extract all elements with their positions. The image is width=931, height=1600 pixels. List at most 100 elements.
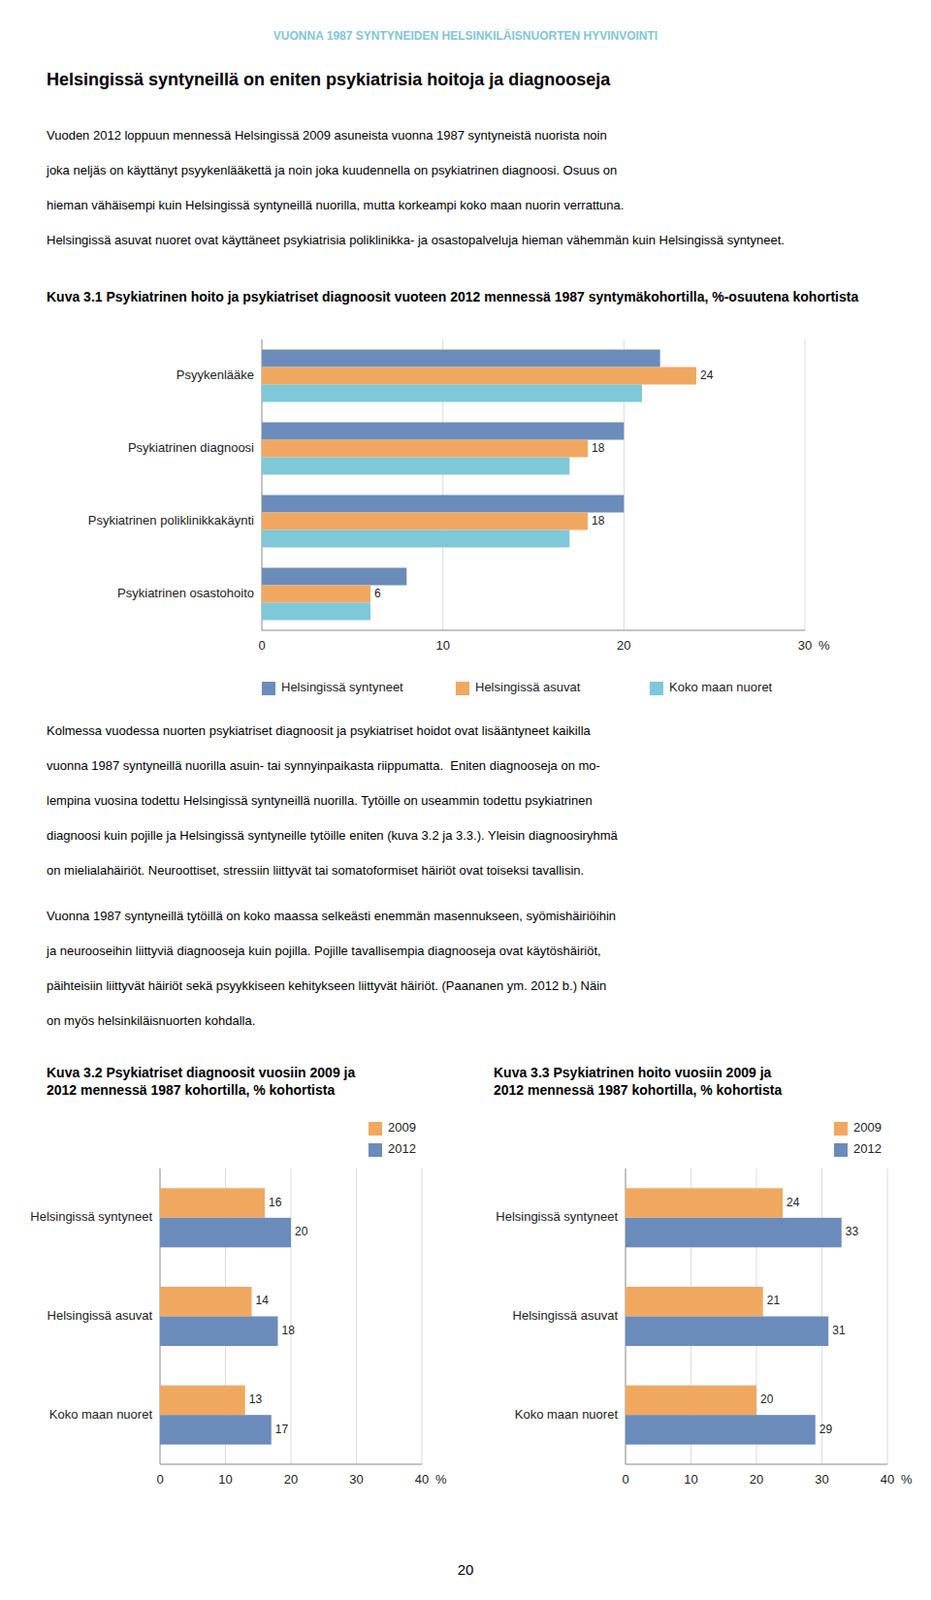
chart: 0 10 20 30 40% Helsingissä syntyneet 24 33 Helsi… bbox=[465, 1115, 931, 1513]
category-label: Psykiatrinen osastohoito bbox=[117, 585, 255, 601]
tick-label: 0 bbox=[621, 1472, 629, 1487]
category-label: Helsingissä syntyneet bbox=[30, 1209, 153, 1224]
bar bbox=[261, 568, 407, 586]
data-label: 24 bbox=[700, 368, 714, 383]
legend-swatch bbox=[834, 1122, 848, 1136]
chart-title: Kuva 3.3 Psykiatrinen hoito vuosiin 2009… bbox=[493, 1063, 921, 1099]
bar bbox=[261, 495, 624, 514]
paragraph-line: joka neljäs on käyttänyt psyykenlääkettä… bbox=[46, 162, 617, 178]
bar bbox=[261, 440, 588, 458]
legend-label: 2012 bbox=[387, 1141, 417, 1156]
data-label: 6 bbox=[374, 586, 382, 601]
tick-label: 0 bbox=[257, 638, 265, 653]
grid-line bbox=[290, 1168, 292, 1465]
bar bbox=[261, 530, 570, 548]
chart: 0102030%Psyykenlääke24Psykiatrinen diagn… bbox=[0, 329, 931, 708]
chart: 0 10 20 30 40% Helsingissä syntyneet 16 20 Helsi… bbox=[0, 1115, 466, 1513]
paragraph-line: Vuonna 1987 syntyneillä tytöillä on koko… bbox=[46, 908, 616, 924]
page-number: 20 bbox=[0, 1561, 931, 1578]
bars bbox=[625, 1187, 842, 1445]
tick-label: 30 bbox=[349, 1472, 363, 1487]
paragraph-line: lempina vuosina todettu Helsingissä synt… bbox=[46, 793, 593, 808]
bar bbox=[261, 513, 588, 531]
legend-swatch bbox=[261, 681, 276, 696]
tick-label: 10 bbox=[435, 638, 450, 653]
bars bbox=[261, 350, 697, 621]
data-label: 20 bbox=[294, 1224, 309, 1239]
legend-label: Helsingissä asuvat bbox=[475, 679, 581, 695]
legend-label: 2009 bbox=[387, 1120, 417, 1135]
bar bbox=[160, 1385, 246, 1416]
paragraph-line: hieman vähäisempi kuin Helsingissä synty… bbox=[46, 197, 624, 213]
grid-line bbox=[887, 1168, 889, 1465]
data-label: 21 bbox=[767, 1293, 781, 1308]
tick-label: 30 bbox=[814, 1472, 829, 1487]
category-label: Psykiatrinen poliklinikkakäynti bbox=[88, 513, 255, 528]
tick-label: 40 bbox=[880, 1472, 895, 1487]
bar bbox=[160, 1316, 279, 1348]
paragraph-line: päihteisiin liittyvät häiriöt sekä psyyk… bbox=[46, 978, 607, 994]
legend-label: Koko maan nuoret bbox=[669, 679, 773, 695]
data-label: 18 bbox=[591, 513, 606, 528]
data-label: 33 bbox=[845, 1224, 860, 1239]
grid-line bbox=[804, 339, 806, 631]
page-title: VUONNA 1987 SYNTYNEIDEN HELSINKILÄISNUOR… bbox=[0, 29, 931, 43]
axis-label: % bbox=[900, 1472, 913, 1487]
legend-swatch bbox=[368, 1122, 383, 1136]
data-label: 31 bbox=[832, 1323, 846, 1338]
paragraph-line: Kolmessa vuodessa nuorten psykiatriset d… bbox=[46, 723, 591, 739]
bar bbox=[261, 422, 624, 441]
tick-label: 20 bbox=[284, 1472, 298, 1487]
axis-line bbox=[625, 1464, 888, 1466]
bars bbox=[160, 1187, 291, 1445]
data-label: 17 bbox=[275, 1422, 289, 1437]
heading: Helsingissä syntyneillä on eniten psykia… bbox=[46, 69, 885, 91]
bar bbox=[261, 585, 371, 604]
legend-label: Helsingissä syntyneet bbox=[281, 679, 404, 695]
paragraph-line: ja neurooseihin liittyviä diagnooseja ku… bbox=[46, 943, 602, 959]
data-label: 14 bbox=[256, 1293, 270, 1308]
category-label: Helsingissä asuvat bbox=[47, 1308, 154, 1323]
tick-label: 20 bbox=[616, 638, 631, 653]
tick-label: 10 bbox=[218, 1472, 232, 1487]
bar bbox=[261, 603, 371, 621]
tick-label: 20 bbox=[749, 1472, 764, 1487]
category-label: Helsingissä asuvat bbox=[513, 1308, 619, 1323]
chart-title: Kuva 3.1 Psykiatrinen hoito ja psykiatri… bbox=[46, 288, 885, 306]
bar bbox=[160, 1218, 291, 1249]
data-label: 18 bbox=[591, 441, 606, 455]
category-label: Psykiatrinen diagnoosi bbox=[128, 440, 255, 455]
bar bbox=[625, 1286, 764, 1317]
bar bbox=[261, 385, 643, 403]
paragraph-line: vuonna 1987 syntyneillä nuorilla asuin- … bbox=[46, 758, 601, 773]
data-label: 20 bbox=[760, 1392, 774, 1407]
data-label: 13 bbox=[249, 1392, 263, 1407]
data-label: 24 bbox=[786, 1195, 801, 1210]
tick-label: 0 bbox=[156, 1472, 163, 1487]
tick-label: 30 bbox=[798, 638, 812, 653]
data-label: 16 bbox=[268, 1195, 283, 1210]
axis-line bbox=[160, 1464, 422, 1466]
axis-line bbox=[261, 630, 805, 632]
bar bbox=[160, 1414, 272, 1445]
bar bbox=[625, 1385, 757, 1416]
axis-label: % bbox=[435, 1472, 448, 1487]
bar bbox=[261, 457, 570, 476]
legend-swatch bbox=[834, 1143, 848, 1157]
chart-title: Kuva 3.2 Psykiatriset diagnoosit vuosiin… bbox=[46, 1063, 474, 1099]
tick-label: 40 bbox=[415, 1472, 429, 1487]
bar bbox=[625, 1316, 829, 1348]
grid-line bbox=[355, 1168, 357, 1465]
legend-swatch bbox=[368, 1143, 383, 1157]
tick-label: 10 bbox=[683, 1472, 698, 1487]
paragraph-line: on mielialahäiriöt. Neuroottiset, stress… bbox=[46, 863, 584, 878]
paragraph-line: on myös helsinkiläisnuorten kohdalla. bbox=[46, 1013, 256, 1028]
paragraph-line: diagnoosi kuin pojille ja Helsingissä sy… bbox=[46, 828, 618, 843]
bar bbox=[261, 367, 697, 386]
category-label: Helsingissä syntyneet bbox=[495, 1209, 618, 1224]
paragraph-line: Helsingissä asuvat nuoret ovat käyttänee… bbox=[46, 232, 785, 248]
category-label: Psyykenlääke bbox=[176, 367, 255, 383]
grid-line bbox=[421, 1168, 423, 1465]
paragraph-line: Vuoden 2012 loppuun mennessä Helsingissä… bbox=[46, 128, 608, 143]
legend-label: 2009 bbox=[853, 1120, 882, 1135]
